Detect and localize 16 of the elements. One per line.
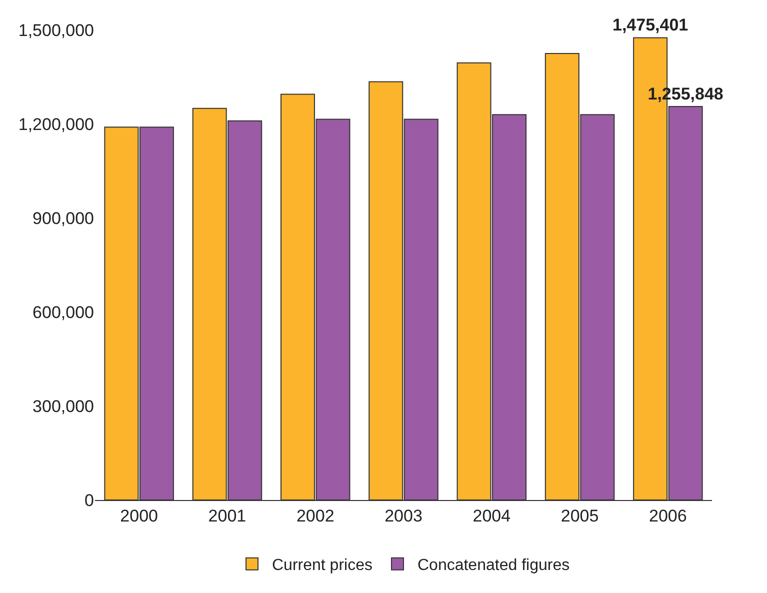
y-tick-label: 600,000	[32, 302, 94, 322]
x-tick-label: 2006	[649, 506, 687, 526]
x-tick-label: 2004	[472, 506, 511, 526]
x-tick-label: 2000	[120, 506, 158, 526]
y-tick-label: 900,000	[32, 208, 94, 228]
x-tick-label: 2002	[296, 506, 334, 526]
y-tick-label: 1,500,000	[18, 20, 94, 40]
y-tick-label: 300,000	[32, 396, 94, 416]
data-label: 1,475,401	[612, 16, 688, 35]
x-tick-label: 2001	[208, 506, 246, 526]
y-tick-label: 0	[84, 490, 94, 510]
y-tick-label: 1,200,000	[18, 114, 94, 134]
x-tick-label: 2005	[560, 506, 599, 526]
x-tick-label: 2003	[384, 506, 422, 526]
legend-label: Concatenated figures	[417, 557, 570, 574]
legend-label: Current prices	[272, 557, 372, 574]
